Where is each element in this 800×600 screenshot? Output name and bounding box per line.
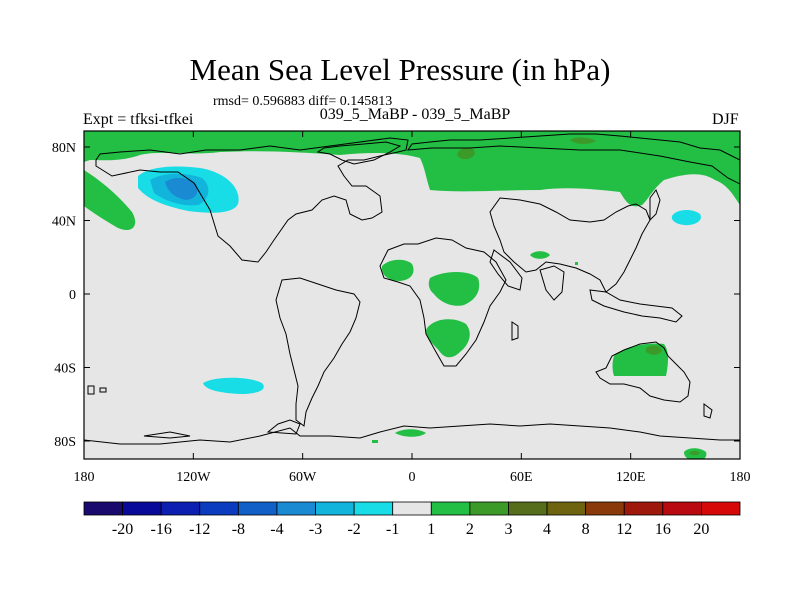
pacific-west-positive [84, 170, 136, 231]
south-america-coast [275, 277, 361, 427]
africa-coast [379, 237, 507, 367]
lon-tick-label: 120W [176, 470, 211, 485]
colorbar-label: -12 [189, 521, 210, 538]
arctic-positive-mid [457, 147, 475, 160]
antarctica-coast [84, 423, 740, 445]
colorbar-label: -3 [309, 521, 322, 538]
lon-tick-label: 180 [74, 470, 95, 485]
southern-ocean-positive-2 [372, 440, 378, 443]
southern-ocean-positive [395, 429, 426, 437]
arctic-positive-mid-east [570, 137, 596, 144]
ross-shelf [143, 431, 191, 439]
hawaii-islands [87, 385, 107, 395]
colorbar: -20 -16 -12 -8 -4 -3 -2 -1 1 2 3 4 8 12 16 20 [83, 501, 741, 538]
colorbar-label: 2 [466, 521, 474, 538]
colorbar-box [508, 501, 548, 516]
australia-positive-mid [646, 345, 662, 355]
colorbar-label: 1 [427, 521, 435, 538]
lon-tick-label: 120E [616, 470, 646, 485]
experiment-label: Expt = tfksi-tfkei [83, 111, 194, 128]
lat-tick-label: 80S [54, 435, 76, 450]
colorbar-box [276, 501, 316, 516]
antarctic-positive-mid [689, 450, 700, 456]
colorbar-box [585, 501, 625, 516]
colorbar-label: 20 [693, 521, 709, 538]
colorbar-box [430, 501, 471, 516]
colorbar-label: 12 [616, 521, 632, 538]
asia-small-positive-2 [575, 262, 578, 265]
lat-tick-label: 40N [52, 215, 76, 230]
colorbar-box [122, 501, 162, 516]
colorbar-label: 3 [504, 521, 512, 538]
colorbar-label: -4 [270, 521, 283, 538]
colorbar-label: 8 [582, 521, 590, 538]
latitude-axis: 80N 40N 0 40S 80S [52, 141, 740, 450]
africa-west-positive [381, 259, 414, 281]
colorbar-label: -20 [112, 521, 133, 538]
colorbar-label: 16 [655, 521, 671, 538]
lon-tick-label: 180 [730, 470, 751, 485]
colorbar-box [315, 501, 355, 516]
pacific-northeast-negative [671, 210, 701, 226]
greenland-coast [316, 141, 402, 165]
arabia-india-coast [489, 249, 565, 301]
pacific-negative-3 [165, 178, 198, 200]
lat-tick-label: 80N [52, 141, 76, 156]
australia-coast [595, 341, 691, 403]
stats-label: rmsd= 0.596883 diff= 0.145813 [213, 94, 393, 109]
north-america-coast [95, 137, 409, 263]
colorbar-label: -2 [347, 521, 360, 538]
colorbar-box [83, 501, 123, 516]
colorbar-box [701, 501, 741, 516]
new-zealand-coast [703, 403, 713, 419]
lon-tick-label: 60E [510, 470, 533, 485]
colorbar-box [353, 501, 394, 516]
colorbar-box [623, 501, 664, 516]
colorbar-box [160, 501, 201, 516]
asia-small-positive [530, 251, 550, 259]
colorbar-box [662, 501, 702, 516]
colorbar-label: -1 [386, 521, 399, 538]
southeast-asia-islands [589, 289, 683, 323]
japan-coast [649, 188, 661, 222]
colorbar-box [199, 501, 239, 516]
antarctic-peninsula [266, 419, 301, 435]
colorbar-label: -16 [151, 521, 172, 538]
lat-tick-label: 40S [54, 362, 76, 377]
eurasia-coast [407, 133, 740, 293]
colorbar-box [237, 501, 278, 516]
colorbar-label: 4 [543, 521, 551, 538]
longitude-axis: 180 120W 60W 0 60E 120E 180 [74, 131, 751, 485]
africa-central-positive [428, 272, 480, 306]
chart-title: Mean Sea Level Pressure (in hPa) [189, 52, 611, 87]
lon-tick-label: 0 [409, 470, 416, 485]
coastlines [84, 133, 740, 445]
colorbar-label: -8 [232, 521, 245, 538]
africa-south-positive [426, 319, 470, 358]
lon-tick-label: 60W [289, 470, 317, 485]
season-label: DJF [712, 111, 739, 128]
south-pacific-negative [203, 377, 264, 394]
chart-subtitle: 039_5_MaBP - 039_5_MaBP [319, 106, 511, 123]
colorbar-box [546, 501, 587, 516]
lat-tick-label: 0 [69, 288, 76, 303]
colorbar-box [469, 501, 509, 516]
colorbar-box [392, 501, 432, 516]
madagascar-coast [511, 321, 519, 341]
